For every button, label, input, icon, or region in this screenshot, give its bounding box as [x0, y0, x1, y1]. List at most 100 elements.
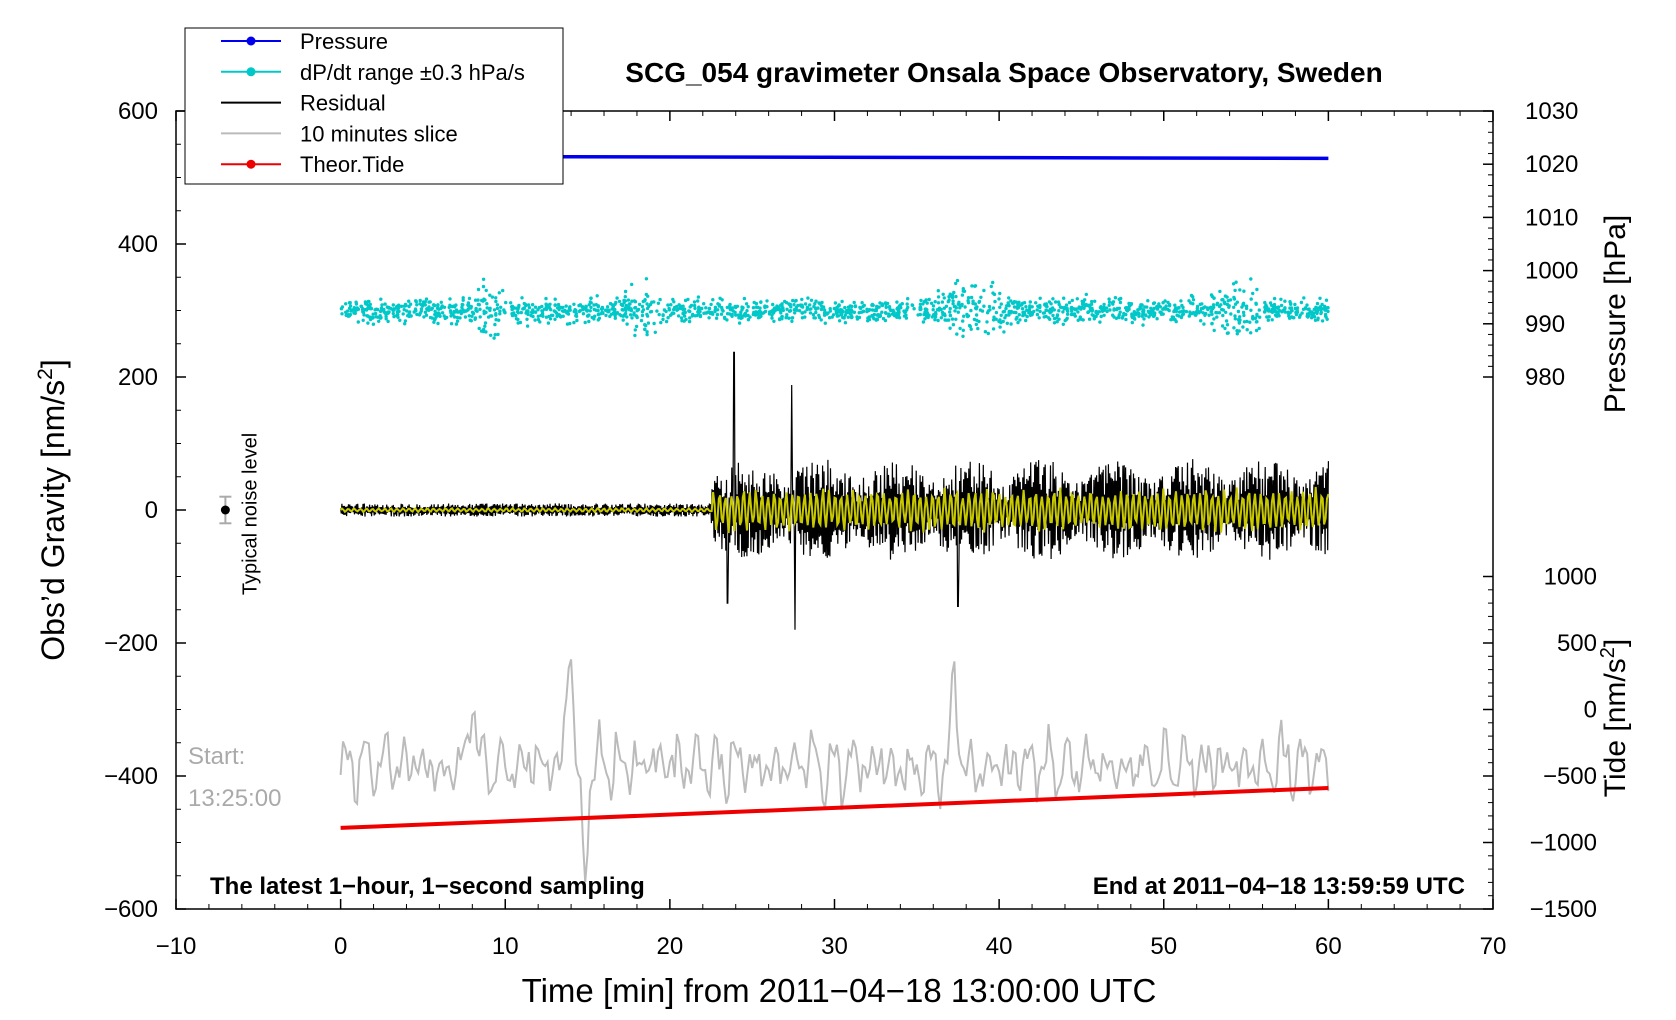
dpdt-point [1122, 311, 1126, 316]
dpdt-point [1249, 297, 1253, 301]
dpdt-point [994, 310, 999, 315]
dpdt-point [713, 305, 718, 309]
dpdt-point [546, 321, 551, 325]
dpdt-point [529, 313, 533, 318]
dpdt-point [1055, 320, 1059, 324]
dpdt-point [1242, 313, 1246, 318]
dpdt-point [475, 309, 479, 313]
dpdt-point [403, 319, 408, 323]
dpdt-point [1049, 302, 1053, 306]
dpdt-point [1004, 306, 1008, 311]
dpdt-point [860, 301, 864, 305]
dpdt-point [349, 309, 353, 313]
dpdt-point [921, 302, 925, 306]
dpdt-point [455, 319, 460, 323]
dpdt-point [360, 307, 365, 312]
dpdt-point [417, 313, 422, 317]
dpdt-point [762, 311, 766, 315]
dpdt-point [919, 298, 923, 303]
dpdt-point [546, 303, 551, 307]
dpdt-point [814, 299, 818, 303]
dpdt-point [1111, 302, 1115, 306]
dpdt-point [991, 280, 995, 285]
dpdt-point [1318, 296, 1322, 300]
dpdt-point [742, 296, 747, 301]
y-tide-tick-label: −500 [1543, 763, 1597, 790]
dpdt-point [969, 308, 973, 313]
dpdt-point [852, 310, 857, 314]
dpdt-point [1241, 310, 1246, 315]
dpdt-point [382, 310, 386, 314]
dpdt-point [696, 295, 701, 299]
dpdt-point [1137, 314, 1141, 318]
dpdt-point [780, 304, 784, 308]
dpdt-point [1052, 321, 1057, 325]
dpdt-point [809, 298, 814, 302]
dpdt-point [488, 293, 492, 297]
dpdt-point [1180, 303, 1184, 308]
dpdt-point [1053, 300, 1058, 304]
dpdt-point [1297, 315, 1302, 319]
dpdt-point [666, 303, 670, 307]
dpdt-point [1134, 312, 1139, 316]
dpdt-point [1233, 288, 1237, 293]
dpdt-point [1236, 309, 1241, 314]
dpdt-point [538, 320, 542, 324]
dpdt-point [1195, 306, 1200, 310]
legend-entry: 10 minutes slice [221, 121, 458, 146]
dpdt-point [469, 304, 473, 309]
dpdt-point [800, 297, 804, 302]
dpdt-point [1233, 314, 1237, 318]
dpdt-point [402, 308, 406, 312]
dpdt-point [541, 314, 545, 318]
dpdt-point [904, 313, 908, 317]
dpdt-point [1155, 305, 1159, 309]
dpdt-point [423, 300, 427, 304]
dpdt-point [391, 303, 395, 307]
dpdt-point [1255, 287, 1259, 292]
dpdt-point [1299, 300, 1304, 305]
dpdt-point [1022, 301, 1027, 305]
dpdt-point [884, 302, 888, 307]
dpdt-point [1112, 315, 1116, 319]
dpdt-point [746, 305, 750, 309]
dpdt-point [1069, 312, 1074, 317]
dpdt-point [765, 299, 769, 303]
dpdt-point [1025, 308, 1029, 312]
dpdt-point [641, 308, 646, 312]
dpdt-point [476, 302, 480, 307]
dpdt-point [937, 306, 942, 310]
dpdt-point [481, 329, 486, 334]
dpdt-point [378, 314, 382, 319]
dpdt-point [1166, 307, 1170, 312]
dpdt-point [1315, 310, 1319, 314]
dpdt-point [812, 304, 816, 309]
y-axis-left-label: Obs’d Gravity [nm/s2] [34, 359, 71, 661]
dpdt-point [592, 317, 596, 321]
dpdt-point [564, 304, 568, 308]
dpdt-point [906, 297, 910, 301]
legend-entry: Theor.Tide [221, 152, 404, 177]
y-left-tick-label: 400 [118, 231, 158, 258]
dpdt-point [925, 311, 929, 315]
dpdt-point [623, 295, 627, 299]
dpdt-point [621, 318, 625, 322]
dpdt-point [670, 311, 675, 315]
dpdt-point [1062, 307, 1066, 311]
dpdt-point [626, 306, 630, 311]
dpdt-point [1035, 312, 1040, 317]
dpdt-point [780, 317, 784, 321]
dpdt-point [973, 302, 977, 306]
dpdt-point [633, 306, 637, 310]
dpdt-point [1016, 320, 1020, 325]
dpdt-point [1287, 314, 1291, 318]
dpdt-point [494, 312, 498, 316]
dpdt-point [1083, 298, 1087, 302]
dpdt-point [1255, 320, 1259, 324]
dpdt-point [514, 317, 519, 321]
dpdt-point [449, 322, 454, 326]
dpdt-point [711, 298, 715, 302]
dpdt-point [986, 331, 990, 336]
dpdt-point [1038, 296, 1042, 300]
dpdt-point [394, 306, 399, 310]
